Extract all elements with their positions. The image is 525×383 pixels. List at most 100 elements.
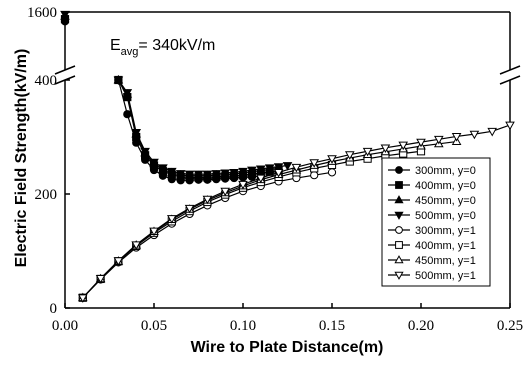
- legend-label: 450mm, y=1: [415, 255, 476, 267]
- data-point: [113, 76, 124, 86]
- data-point: [140, 147, 150, 157]
- legend-marker: [394, 271, 404, 280]
- legend-item-5: 300mm, y=1: [388, 225, 476, 237]
- data-point: [77, 294, 88, 303]
- legend-label: 500mm, y=1: [415, 270, 476, 282]
- y-tick-label: 0: [50, 301, 58, 317]
- annotation-layer: Eavg= 340kV/m: [60, 10, 215, 58]
- series-2: [114, 75, 283, 182]
- legend-marker: [395, 166, 403, 174]
- series-3: [113, 74, 284, 180]
- data-point: [273, 168, 284, 178]
- data-point: [131, 129, 142, 138]
- data-point: [264, 164, 275, 173]
- legend-box: [381, 157, 491, 287]
- legend-label: 300mm, y=0: [415, 165, 476, 177]
- data-point: [380, 144, 391, 153]
- legend-label: 500mm, y=0: [415, 210, 476, 222]
- data-point: [123, 110, 132, 119]
- data-point: [487, 127, 498, 137]
- data-point: [416, 138, 426, 148]
- data-point: [433, 135, 444, 145]
- legend-item-1: 300mm, y=0: [388, 165, 476, 177]
- data-point: [327, 168, 337, 177]
- legend-label: 450mm, y=0: [415, 195, 476, 207]
- series-layer: [77, 74, 515, 303]
- legend: 300mm, y=0 400mm, y=0 450mm, y=0 500mm, y=0…: [381, 157, 491, 287]
- legend-item-4: 500mm, y=0: [388, 210, 476, 222]
- data-point: [184, 170, 195, 180]
- axis-break-right-2: [499, 75, 521, 85]
- data-point: [255, 174, 266, 184]
- y-axis-title: Electric Field Strength(kV/m): [13, 49, 30, 268]
- axis-break-left-1: [54, 65, 76, 75]
- data-point: [469, 130, 480, 140]
- data-point: [193, 170, 204, 180]
- series-8: [77, 121, 515, 303]
- data-point: [282, 162, 293, 171]
- data-point: [220, 187, 231, 197]
- legend-item-8: 500mm, y=1: [388, 270, 476, 282]
- data-point: [327, 155, 337, 164]
- data-point: [451, 133, 462, 142]
- legend-item-6: 400mm, y=1: [388, 240, 476, 252]
- data-point: [398, 141, 409, 151]
- data-point: [149, 227, 159, 237]
- x-tick-label: 0.05: [141, 318, 167, 334]
- x-tick-label: 0.15: [319, 318, 345, 334]
- x-axis-title: Wire to Plate Distance(m): [191, 339, 384, 356]
- plot-frame: [54, 11, 521, 309]
- data-point: [255, 165, 266, 175]
- annotation-text: Eavg= 340kV/m: [110, 37, 215, 58]
- data-point: [131, 241, 142, 250]
- x-tick-label: 0.00: [52, 318, 78, 334]
- legend-item-2: 400mm, y=0: [388, 180, 476, 192]
- legend-item-3: 450mm, y=0: [388, 195, 476, 207]
- data-point: [247, 166, 257, 176]
- data-point: [309, 159, 320, 168]
- legend-marker: [394, 211, 404, 220]
- x-tick-label: 0.25: [497, 318, 523, 334]
- legend-marker: [394, 195, 404, 204]
- legend-label: 400mm, y=0: [415, 180, 476, 192]
- y-tick-label: 200: [35, 187, 58, 203]
- data-point: [122, 89, 133, 98]
- legend-label: 400mm, y=1: [415, 240, 476, 252]
- data-point: [149, 158, 159, 168]
- y-tick-label: 400: [35, 73, 58, 89]
- data-point: [113, 257, 124, 266]
- legend-marker: [395, 226, 403, 234]
- series-5: [78, 168, 337, 302]
- data-point: [175, 170, 186, 179]
- data-point: [211, 170, 222, 179]
- data-point: [158, 164, 168, 173]
- data-point: [184, 204, 195, 214]
- data-point: [229, 168, 239, 178]
- legend-marker: [394, 255, 404, 264]
- data-point: [362, 147, 373, 157]
- data-point: [166, 215, 177, 224]
- data-point: [273, 163, 284, 172]
- legend-label: 300mm, y=1: [415, 225, 476, 237]
- annotation-marker: [60, 17, 70, 26]
- legend-marker: [395, 181, 403, 189]
- data-point: [202, 170, 213, 180]
- data-point: [238, 180, 248, 190]
- data-point: [310, 171, 319, 180]
- data-point: [220, 169, 231, 179]
- data-point: [505, 121, 515, 131]
- legend-item-7: 450mm, y=1: [388, 255, 476, 267]
- x-tick-label: 0.20: [408, 318, 434, 334]
- data-point: [95, 274, 106, 284]
- legend-marker: [395, 241, 403, 249]
- axis-ticks: 0.00 0.05 0.10 0.15 0.20 0.25 0 200 400 1600: [27, 5, 523, 334]
- data-point: [202, 195, 213, 205]
- series-line: [82, 171, 333, 299]
- data-point: [238, 167, 248, 177]
- axis-break-right-1: [499, 65, 521, 75]
- y-upper-tick-label: 1600: [27, 5, 57, 21]
- data-point: [166, 167, 177, 177]
- data-point: [291, 163, 302, 173]
- x-tick-label: 0.10: [230, 318, 256, 334]
